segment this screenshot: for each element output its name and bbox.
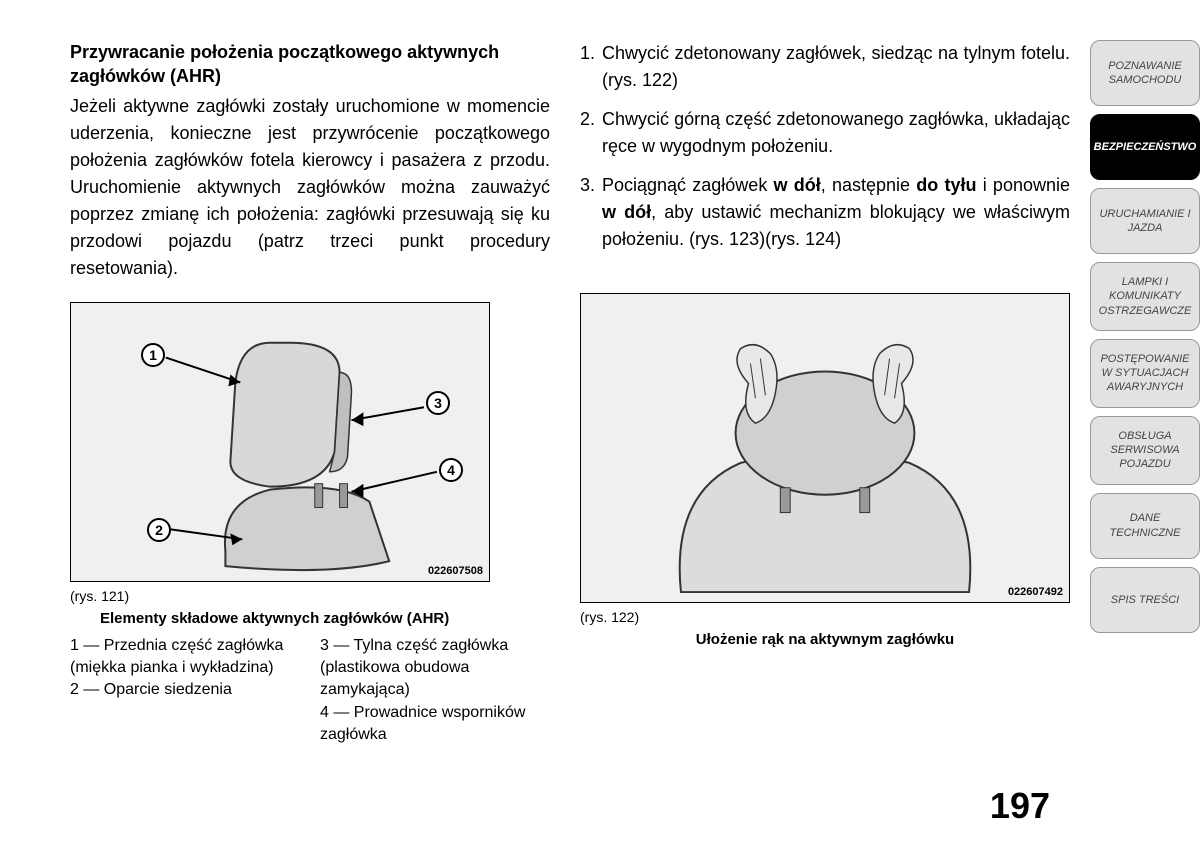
headrest-diagram-svg [71, 303, 489, 581]
step-1: 1. Chwycić zdetonowany zagłówek, siedząc… [580, 40, 1070, 94]
tab-spis[interactable]: SPIS TREŚCI [1090, 567, 1200, 633]
step-1-text: Chwycić zdetonowany zagłówek, siedząc na… [602, 40, 1070, 94]
step-3-text: Pociągnąć zagłówek w dół, następnie do t… [602, 172, 1070, 253]
step-3-num: 3. [580, 172, 602, 253]
callout-2: 2 [147, 518, 171, 542]
body-paragraph: Jeżeli aktywne zagłówki zostały uruchomi… [70, 93, 550, 282]
figure-122-code: 022607492 [1008, 586, 1063, 598]
main-content: Przywracanie położenia początkowego akty… [0, 0, 1090, 847]
tab-dane[interactable]: DANE TECHNICZNE [1090, 493, 1200, 559]
component-1: 1 — Przednia część zagłówka (miękka pian… [70, 635, 300, 680]
component-3: 3 — Tylna część zagłówka (plastikowa obu… [320, 635, 550, 702]
right-column: 1. Chwycić zdetonowany zagłówek, siedząc… [580, 40, 1070, 827]
figure-121-code: 022607508 [428, 565, 483, 577]
component-4: 4 — Prowadnice wsporników zagłówka [320, 702, 550, 747]
tab-uruchamianie[interactable]: URUCHAMIANIE I JAZDA [1090, 188, 1200, 254]
step-1-num: 1. [580, 40, 602, 94]
left-column: Przywracanie położenia początkowego akty… [70, 40, 550, 827]
step-2-text: Chwycić górną część zdetonowanego zagłów… [602, 106, 1070, 160]
figure-121-caption: Elementy składowe aktywnych zagłówków (A… [100, 610, 550, 627]
figure-122: 022607492 [580, 293, 1070, 603]
callout-4: 4 [439, 458, 463, 482]
tab-lampki[interactable]: LAMPKI I KOMUNIKATY OSTRZEGAWCZE [1090, 262, 1200, 331]
figure-121-ref: (rys. 121) [70, 588, 550, 604]
tab-poznawanie[interactable]: POZNAWANIE SAMOCHODU [1090, 40, 1200, 106]
component-list: 1 — Przednia część zagłówka (miękka pian… [70, 635, 550, 747]
section-title: Przywracanie położenia początkowego akty… [70, 40, 550, 89]
steps-list: 1. Chwycić zdetonowany zagłówek, siedząc… [580, 40, 1070, 253]
figure-122-ref: (rys. 122) [580, 609, 1070, 625]
callout-1: 1 [141, 343, 165, 367]
step-2: 2. Chwycić górną część zdetonowanego zag… [580, 106, 1070, 160]
tab-postepowanie[interactable]: POSTĘPOWANIE W SYTUACJACH AWARYJNYCH [1090, 339, 1200, 408]
figure-121: 1 2 3 4 022607508 [70, 302, 490, 582]
tab-obsluga[interactable]: OBSŁUGA SERWISOWA POJAZDU [1090, 416, 1200, 485]
figure-122-caption: Ułożenie rąk na aktywnym zagłówku [580, 631, 1070, 648]
step-3: 3. Pociągnąć zagłówek w dół, następnie d… [580, 172, 1070, 253]
hands-headrest-svg [581, 294, 1069, 602]
tab-bezpieczenstwo[interactable]: BEZPIECZEŃSTWO [1090, 114, 1200, 180]
step-2-num: 2. [580, 106, 602, 160]
sidebar-tabs: POZNAWANIE SAMOCHODU BEZPIECZEŃSTWO URUC… [1090, 0, 1200, 847]
page-number: 197 [990, 785, 1050, 827]
component-2: 2 — Oparcie siedzenia [70, 679, 300, 701]
callout-3: 3 [426, 391, 450, 415]
